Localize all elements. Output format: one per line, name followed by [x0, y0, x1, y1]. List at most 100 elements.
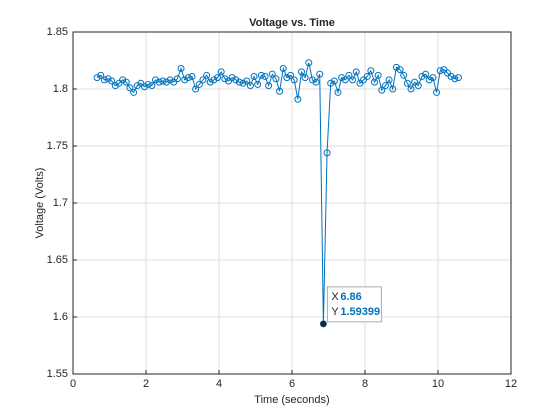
marker	[243, 77, 251, 85]
line	[96, 62, 459, 324]
marker	[345, 71, 353, 79]
chart-title: Voltage vs. Time	[249, 17, 335, 29]
marker	[396, 66, 404, 74]
marker	[206, 78, 214, 86]
marker	[283, 74, 291, 82]
marker	[144, 80, 152, 88]
marker	[330, 77, 338, 85]
marker	[316, 70, 324, 78]
marker	[254, 80, 262, 88]
datatip-y: 1.59399	[340, 306, 380, 318]
marker	[250, 72, 258, 80]
marker	[214, 74, 222, 82]
marker	[151, 76, 159, 84]
marker	[162, 78, 170, 86]
y-tick-label: 1.7	[53, 197, 68, 209]
marker	[451, 75, 459, 83]
marker	[363, 72, 371, 80]
marker	[272, 75, 280, 83]
marker	[177, 64, 185, 72]
marker	[414, 82, 422, 90]
marker	[381, 82, 389, 90]
marker	[122, 78, 130, 86]
marker	[374, 71, 382, 79]
x-tick-label: 12	[505, 378, 517, 390]
marker	[173, 75, 181, 83]
marker	[97, 71, 105, 79]
marker	[447, 72, 455, 80]
marker	[294, 95, 302, 103]
marker	[265, 82, 273, 90]
x-axis-label: Time (seconds)	[254, 394, 329, 406]
marker	[199, 76, 207, 84]
marker	[100, 76, 108, 84]
axes-box	[72, 31, 512, 375]
marker	[93, 74, 101, 82]
marker	[126, 84, 134, 92]
marker	[104, 75, 112, 83]
marker	[334, 88, 342, 96]
marker	[133, 82, 141, 90]
marker	[308, 76, 316, 84]
y-tick-label: 1.8	[53, 83, 68, 95]
datatip-x: 6.86	[340, 291, 361, 303]
marker	[148, 82, 156, 90]
marker	[378, 86, 386, 94]
marker	[367, 67, 375, 75]
marker	[454, 74, 462, 82]
marker	[338, 74, 346, 82]
marker	[349, 76, 357, 84]
y-tick-label: 1.65	[47, 254, 68, 266]
marker	[305, 59, 313, 67]
marker	[422, 70, 430, 78]
marker	[403, 79, 411, 87]
marker	[192, 85, 200, 93]
datatip: X 6.86Y 1.59399	[326, 286, 382, 323]
marker	[228, 74, 236, 82]
marker	[141, 83, 149, 91]
marker	[246, 82, 254, 90]
marker	[119, 76, 127, 84]
x-tick-label: 2	[143, 378, 149, 390]
marker	[203, 71, 211, 79]
marker	[352, 68, 360, 76]
marker	[195, 80, 203, 88]
marker	[181, 76, 189, 84]
marker	[287, 71, 295, 79]
marker	[407, 85, 415, 93]
marker	[221, 75, 229, 83]
marker	[108, 77, 116, 85]
x-tick-label: 6	[289, 378, 295, 390]
marker	[385, 76, 393, 84]
marker	[268, 70, 276, 78]
marker	[436, 67, 444, 75]
datatip-box	[326, 286, 382, 323]
y-tick-label: 1.55	[47, 368, 68, 380]
marker	[279, 64, 287, 72]
marker	[159, 77, 167, 85]
y-axis-label: Voltage (Volts)	[34, 168, 46, 239]
y-tick-label: 1.6	[53, 311, 68, 323]
marker	[257, 71, 265, 79]
marker	[130, 88, 138, 96]
marker	[327, 79, 335, 87]
marker	[323, 149, 331, 157]
marker	[418, 72, 426, 80]
y-tick-label: 1.75	[47, 140, 68, 152]
marker	[301, 74, 309, 82]
marker	[188, 72, 196, 80]
marker	[166, 76, 174, 84]
x-tick-label: 10	[432, 378, 444, 390]
marker	[400, 71, 408, 79]
marker	[429, 74, 437, 82]
marker	[290, 76, 298, 84]
marker	[239, 79, 247, 87]
marker	[217, 68, 225, 76]
marker	[276, 87, 284, 95]
marker	[111, 82, 119, 90]
y-tick-label: 1.85	[47, 26, 68, 38]
marker	[261, 72, 269, 80]
marker	[389, 85, 397, 93]
